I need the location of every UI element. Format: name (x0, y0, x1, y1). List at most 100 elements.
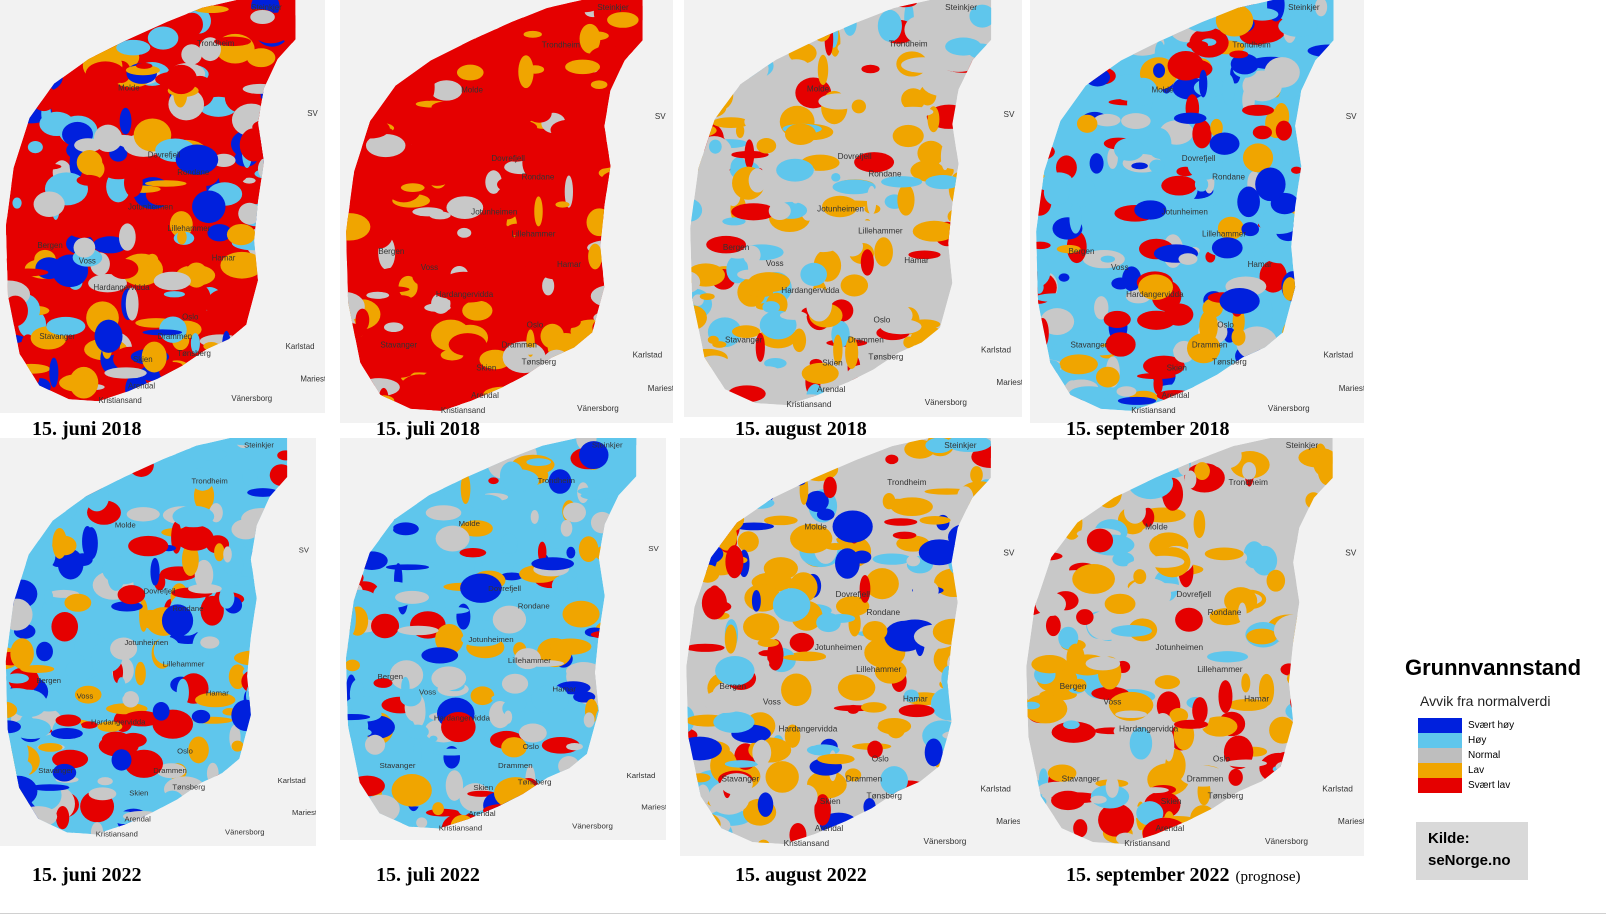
deviation-patch (1045, 615, 1061, 637)
deviation-patch (1218, 680, 1233, 713)
deviation-patch (884, 620, 927, 652)
place-label: Trondheim (538, 476, 575, 485)
deviation-patch (854, 821, 886, 845)
place-label: Hardangervidda (1119, 725, 1179, 734)
deviation-patch (355, 308, 370, 332)
deviation-patch (1036, 68, 1060, 88)
deviation-patch (686, 531, 726, 542)
place-label: Vänersborg (925, 398, 967, 407)
deviation-patch (968, 672, 980, 697)
deviation-patch (1086, 0, 1106, 16)
deviation-patch (1262, 240, 1298, 264)
deviation-patch (573, 775, 611, 804)
deviation-patch (1227, 508, 1268, 526)
deviation-patch (755, 332, 765, 362)
deviation-patch (859, 836, 884, 845)
place-label: Mariestad (292, 808, 316, 817)
deviation-patch (1281, 320, 1302, 351)
deviation-patch (884, 812, 907, 837)
map-svg: Steinkjer Trondheim Molde Dovrefjell Rondane… (346, 0, 673, 415)
deviation-patch (1227, 698, 1268, 711)
deviation-patch (542, 234, 572, 257)
deviation-patch (832, 510, 873, 543)
deviation-patch (590, 511, 614, 534)
deviation-patch (1057, 76, 1083, 83)
deviation-patch (1149, 159, 1165, 173)
deviation-patch (799, 474, 809, 505)
place-label: Dovrefjell (491, 154, 525, 163)
deviation-patch (1134, 200, 1167, 220)
deviation-patch (142, 329, 183, 336)
deviation-patch (431, 748, 471, 756)
deviation-patch (1059, 354, 1098, 375)
place-label: Rondane (868, 170, 902, 179)
deviation-patch (398, 275, 418, 299)
deviation-patch (1186, 17, 1218, 32)
deviation-patch (9, 689, 48, 718)
deviation-patch (1290, 689, 1318, 715)
deviation-patch (687, 582, 698, 612)
deviation-patch (956, 643, 969, 666)
deviation-patch (5, 59, 17, 68)
deviation-patch (124, 749, 163, 778)
map-2018-07: Steinkjer Trondheim Molde Dovrefjell Rondane… (340, 0, 673, 423)
deviation-patch (1054, 5, 1068, 28)
deviation-patch (1306, 361, 1334, 380)
deviation-patch (1051, 342, 1091, 354)
deviation-patch (231, 740, 244, 752)
deviation-patch (612, 718, 637, 726)
deviation-patch (764, 358, 787, 369)
deviation-patch (123, 168, 143, 198)
deviation-patch (552, 784, 588, 796)
deviation-patch (627, 153, 643, 170)
deviation-patch (349, 775, 385, 797)
deviation-patch (757, 21, 785, 52)
deviation-patch (51, 611, 79, 642)
deviation-patch (43, 17, 75, 44)
deviation-patch (1090, 0, 1112, 30)
place-label: Oslo (873, 316, 890, 325)
deviation-patch (422, 438, 436, 458)
deviation-patch (973, 67, 992, 92)
deviation-patch (365, 133, 406, 158)
deviation-patch (1058, 626, 1079, 650)
map-2018-08: Steinkjer Trondheim Molde Dovrefjell Rondane… (684, 0, 1022, 417)
deviation-patch (1051, 790, 1085, 811)
deviation-patch (733, 522, 774, 531)
deviation-patch (191, 709, 211, 724)
deviation-patch (892, 124, 924, 148)
deviation-patch (1047, 524, 1061, 548)
deviation-patch (1251, 356, 1294, 381)
deviation-patch (1259, 260, 1287, 293)
deviation-patch (445, 770, 464, 801)
deviation-patch (696, 784, 710, 807)
deviation-patch (912, 580, 939, 601)
deviation-patch (1290, 366, 1324, 378)
deviation-patch (1241, 673, 1251, 693)
place-label: Stavanger (380, 340, 417, 349)
deviation-patch (1217, 216, 1244, 240)
deviation-patch (423, 73, 435, 101)
place-label: Hamar (1244, 695, 1269, 704)
deviation-patch (960, 104, 992, 117)
deviation-patch (619, 192, 635, 201)
deviation-patch (1036, 293, 1079, 303)
deviation-patch (1081, 32, 1113, 64)
deviation-patch (104, 367, 147, 379)
place-label: SV (1003, 549, 1015, 558)
deviation-patch (501, 737, 527, 758)
place-label: Tønsberg (867, 791, 902, 800)
deviation-patch (952, 550, 991, 574)
place-label: Kristiansand (98, 396, 141, 405)
deviation-patch (419, 160, 455, 186)
deviation-patch (756, 0, 783, 29)
deviation-patch (934, 255, 949, 282)
deviation-patch (345, 589, 376, 606)
deviation-patch (157, 1, 178, 15)
deviation-patch (930, 686, 970, 721)
deviation-patch (785, 466, 805, 477)
deviation-patch (429, 735, 438, 742)
deviation-patch (1153, 63, 1166, 78)
deviation-patch (1278, 354, 1299, 361)
deviation-patch (921, 70, 967, 97)
